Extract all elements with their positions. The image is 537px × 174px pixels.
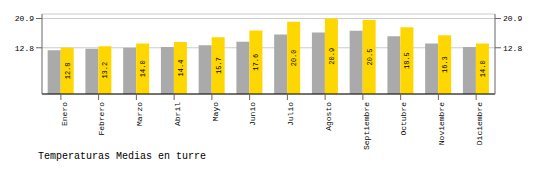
svg-text:Agosto: Agosto	[324, 102, 333, 131]
svg-text:14.0: 14.0	[139, 60, 147, 77]
svg-text:Julio: Julio	[286, 102, 295, 126]
svg-text:Septiembre: Septiembre	[362, 102, 371, 150]
svg-text:20.0: 20.0	[290, 49, 298, 66]
svg-text:15.7: 15.7	[215, 57, 223, 74]
svg-text:Marzo: Marzo	[135, 102, 144, 126]
svg-text:Octubre: Octubre	[399, 102, 408, 136]
svg-text:12.8: 12.8	[15, 44, 34, 53]
svg-text:Febrero: Febrero	[97, 102, 106, 136]
svg-text:Noviembre: Noviembre	[437, 102, 446, 145]
svg-text:Enero: Enero	[60, 102, 69, 126]
svg-text:Diciembre: Diciembre	[475, 102, 484, 145]
svg-text:Junio: Junio	[248, 102, 257, 126]
svg-text:Abril: Abril	[173, 102, 182, 126]
html-text:Temperaturas Medias en turre: Temperaturas Medias en turre	[38, 151, 206, 162]
svg-text:18.5: 18.5	[403, 52, 411, 69]
svg-text:Mayo: Mayo	[211, 102, 220, 121]
svg-text:20.9: 20.9	[15, 14, 34, 23]
svg-text:16.3: 16.3	[441, 56, 449, 73]
svg-text:12.8: 12.8	[503, 44, 522, 53]
svg-text:14.0: 14.0	[479, 60, 487, 77]
svg-text:20.9: 20.9	[503, 14, 522, 23]
svg-text:13.2: 13.2	[101, 62, 109, 79]
svg-text:12.8: 12.8	[64, 62, 72, 79]
svg-text:20.5: 20.5	[366, 49, 374, 66]
svg-text:20.9: 20.9	[328, 48, 336, 65]
svg-text:14.4: 14.4	[177, 60, 185, 77]
svg-text:17.6: 17.6	[252, 54, 260, 71]
